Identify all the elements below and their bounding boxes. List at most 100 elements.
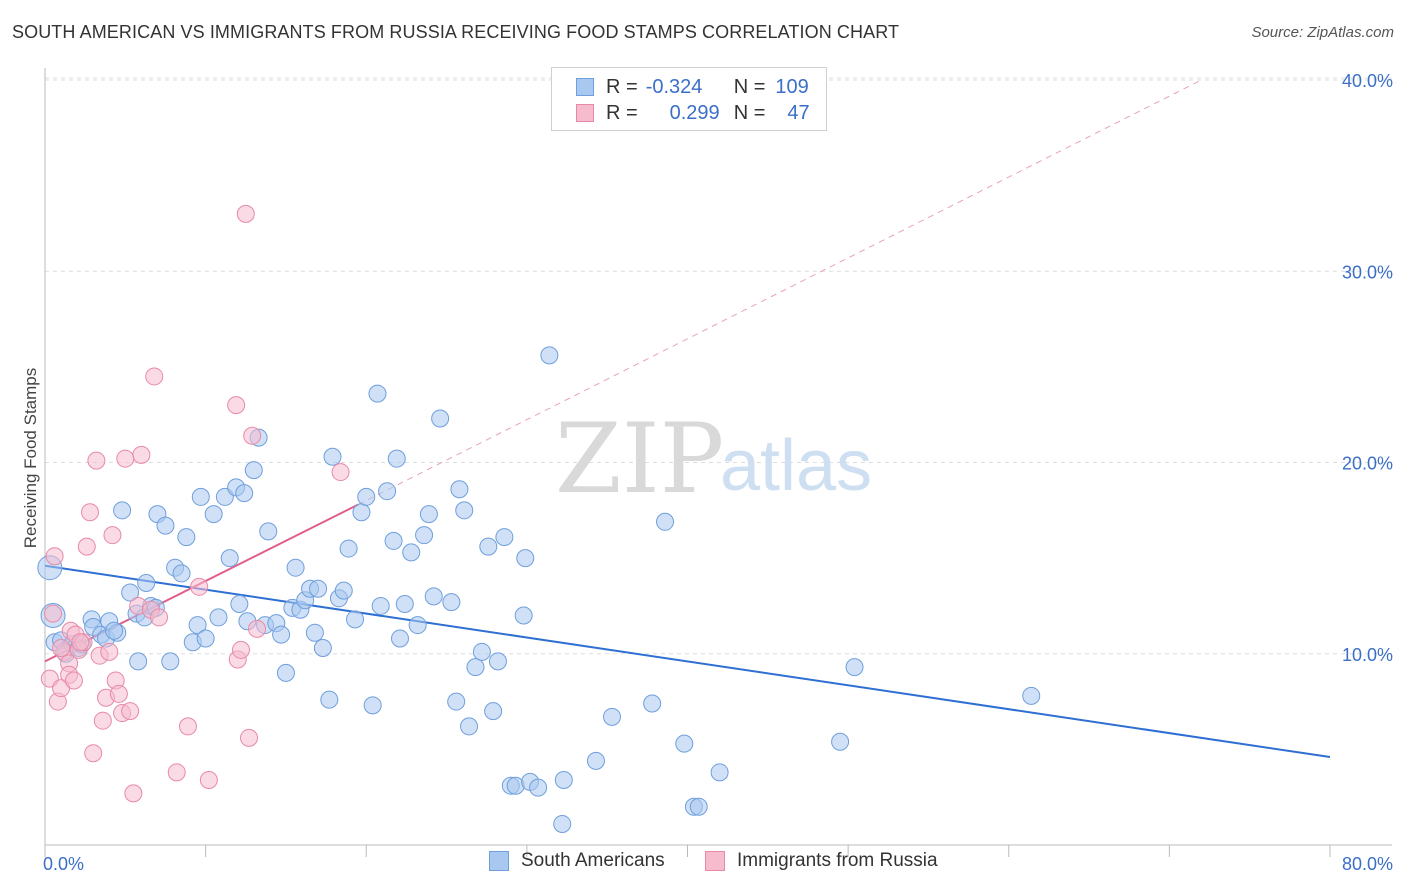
point-immigrant-russia [80, 503, 99, 522]
point-immigrant-russia [103, 526, 122, 545]
point-immigrant-russia [236, 204, 255, 223]
point-immigrant-russia [331, 463, 350, 482]
legend-item-immigrants-russia[interactable]: Immigrants from Russia [705, 850, 938, 872]
point-south-american [230, 595, 249, 614]
point-south-american [161, 652, 180, 671]
point-south-american [845, 658, 864, 677]
point-south-american [466, 658, 485, 677]
legend-item-south-americans[interactable]: South Americans [489, 850, 665, 872]
n-label: N = [733, 75, 766, 98]
point-south-american [323, 447, 342, 466]
watermark-atlas: atlas [720, 426, 872, 506]
axes [44, 68, 1392, 857]
point-south-american [402, 543, 421, 562]
point-immigrant-russia [227, 396, 246, 415]
point-south-american [450, 480, 469, 499]
r-value: -0.324 [645, 75, 703, 98]
point-south-american [529, 778, 548, 797]
r-label: R = [606, 101, 638, 124]
point-south-american [553, 814, 572, 833]
legend-row-immigrants-russia: R = 0.299 N = 47 [576, 101, 810, 125]
point-south-american [363, 696, 382, 715]
point-south-american [514, 606, 533, 625]
point-south-american [156, 516, 175, 535]
point-immigrant-russia [239, 728, 258, 747]
point-south-american [357, 487, 376, 506]
watermark-zip: ZIP [555, 403, 724, 515]
point-immigrant-russia [243, 426, 262, 445]
trendline-russia-extension [357, 79, 1202, 506]
point-south-american [313, 639, 332, 658]
legend-label: Immigrants from Russia [737, 850, 938, 871]
point-immigrant-russia [45, 547, 64, 566]
point-south-american [305, 623, 324, 642]
point-south-american [177, 528, 196, 547]
point-south-american [346, 610, 365, 629]
point-immigrant-russia [248, 619, 267, 638]
y-tick-label: 10.0% [1342, 645, 1393, 665]
point-immigrant-russia [100, 642, 119, 661]
point-south-american [244, 461, 263, 480]
point-south-american [447, 692, 466, 711]
point-immigrant-russia [190, 577, 209, 596]
point-south-american [320, 690, 339, 709]
y-tick-label: 20.0% [1342, 454, 1393, 474]
point-south-american [235, 484, 254, 503]
point-south-american [484, 702, 503, 721]
point-south-american [431, 409, 450, 428]
point-immigrant-russia [44, 604, 63, 623]
point-south-american [516, 549, 535, 568]
point-south-american [276, 663, 295, 682]
legend-swatch-pink [705, 851, 725, 871]
point-south-american [272, 625, 291, 644]
point-south-american [129, 652, 148, 671]
n-value: 47 [787, 101, 810, 124]
point-immigrant-russia [231, 640, 250, 659]
point-south-american [408, 616, 427, 635]
point-south-american [172, 564, 191, 583]
point-south-american [196, 629, 215, 648]
point-immigrant-russia [121, 702, 140, 721]
point-south-american [442, 593, 461, 612]
point-south-american [390, 629, 409, 648]
y-tick-label: 30.0% [1342, 262, 1393, 282]
point-south-american [286, 558, 305, 577]
point-south-american [188, 616, 207, 635]
grid-lines [45, 77, 1392, 655]
x-tick-label: 0.0% [43, 854, 84, 874]
watermark: ZIP atlas [555, 403, 872, 515]
point-south-american [479, 537, 498, 556]
source-label: Source: ZipAtlas.com [1251, 24, 1394, 41]
point-south-american [339, 539, 358, 558]
point-immigrant-russia [84, 744, 103, 763]
legend-label: South Americans [521, 850, 665, 871]
point-south-american [689, 797, 708, 816]
legend-swatch-blue [576, 78, 594, 96]
y-tick-label: 40.0% [1342, 71, 1393, 91]
r-value: 0.299 [669, 101, 720, 124]
legend-swatch-pink [576, 104, 594, 122]
legend-row-south-americans: R = -0.324 N = 109 [576, 75, 809, 99]
point-south-american [334, 581, 353, 600]
point-south-american [540, 346, 559, 365]
series-legend: South Americans Immigrants from Russia [0, 850, 1406, 880]
point-south-american [395, 595, 414, 614]
point-south-american [220, 549, 239, 568]
point-south-american [495, 528, 514, 547]
point-immigrant-russia [71, 633, 90, 652]
y-axis-label: Receiving Food Stamps [21, 368, 40, 548]
point-south-american [675, 734, 694, 753]
point-south-american [384, 531, 403, 550]
point-south-american [121, 583, 140, 602]
r-label: R = [606, 75, 638, 98]
point-immigrant-russia [178, 717, 197, 736]
point-south-american [488, 652, 507, 671]
x-tick-label: 80.0% [1342, 854, 1393, 874]
point-south-american [419, 505, 438, 524]
data-points [37, 204, 1041, 833]
tick-labels: 10.0% 20.0% 30.0% 40.0% 0.0% 80.0% [43, 71, 1393, 874]
point-south-american [656, 512, 675, 531]
point-south-american [371, 596, 390, 615]
point-south-american [415, 526, 434, 545]
